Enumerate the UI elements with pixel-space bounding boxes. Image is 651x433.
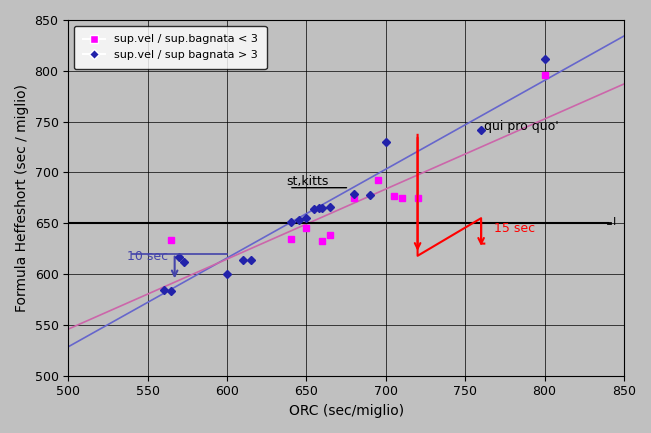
Legend: sup.vel / sup.bagnata < 3, sup.vel / sup bagnata > 3: sup.vel / sup.bagnata < 3, sup.vel / sup… (74, 26, 267, 69)
Text: 10 sec: 10 sec (127, 250, 168, 263)
Y-axis label: Formula Heffeshort (sec / miglio): Formula Heffeshort (sec / miglio) (15, 84, 29, 312)
Text: st,kitts: st,kitts (286, 174, 328, 187)
Text: qui pro quo': qui pro quo' (484, 120, 559, 133)
Text: I: I (613, 217, 616, 227)
Text: 15 sec: 15 sec (494, 223, 535, 236)
X-axis label: ORC (sec/miglio): ORC (sec/miglio) (288, 404, 404, 418)
